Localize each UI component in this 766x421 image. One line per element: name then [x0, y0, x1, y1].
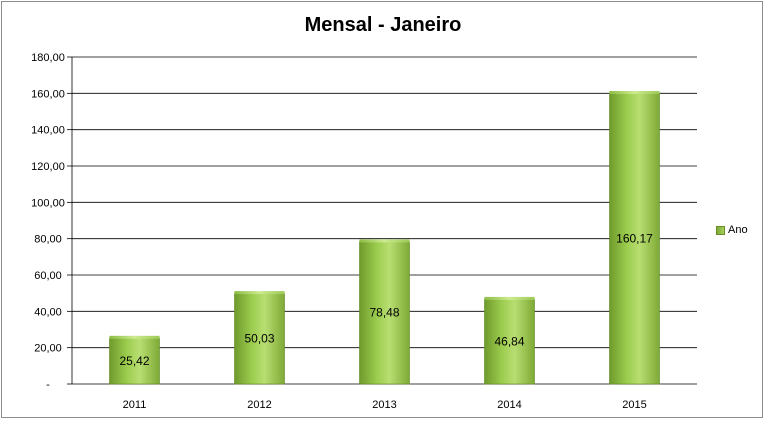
y-tick-label: 120,00: [31, 161, 65, 173]
bar-top: [109, 335, 160, 339]
data-label: 160,17: [616, 232, 653, 246]
y-tick-label: 100,00: [31, 197, 65, 209]
data-label: 78,48: [369, 306, 399, 320]
data-label: 46,84: [494, 334, 524, 348]
y-tick-label: 140,00: [31, 125, 65, 137]
y-tick-label: -: [46, 379, 50, 391]
data-label: 25,42: [119, 354, 149, 368]
bar-top: [234, 291, 285, 295]
legend: Ano: [716, 224, 748, 236]
x-tick-label: 2011: [123, 399, 147, 411]
data-label: 50,03: [244, 332, 274, 346]
bar-top: [484, 296, 535, 300]
x-tick-label: 2012: [247, 399, 271, 411]
y-tick-label: 80,00: [34, 234, 62, 246]
bar: [234, 292, 285, 385]
x-tick-label: 2015: [622, 399, 646, 411]
bar: [359, 241, 410, 385]
bar: [109, 337, 160, 385]
bar: [609, 92, 660, 385]
y-tick-label: 40,00: [34, 306, 62, 318]
bar: [484, 298, 535, 385]
legend-label: Ano: [728, 224, 748, 236]
y-tick-label: 20,00: [34, 343, 62, 355]
y-tick-label: 60,00: [34, 270, 62, 282]
bar-top: [609, 91, 660, 95]
y-tick-label: 160,00: [31, 88, 65, 100]
x-tick-label: 2014: [497, 399, 521, 411]
legend-swatch: [716, 225, 725, 235]
bar-top: [359, 239, 410, 243]
x-tick-label: 2013: [372, 399, 396, 411]
chart-title: Mensal - Janeiro: [304, 14, 462, 36]
y-tick-label: 180,00: [31, 52, 65, 64]
